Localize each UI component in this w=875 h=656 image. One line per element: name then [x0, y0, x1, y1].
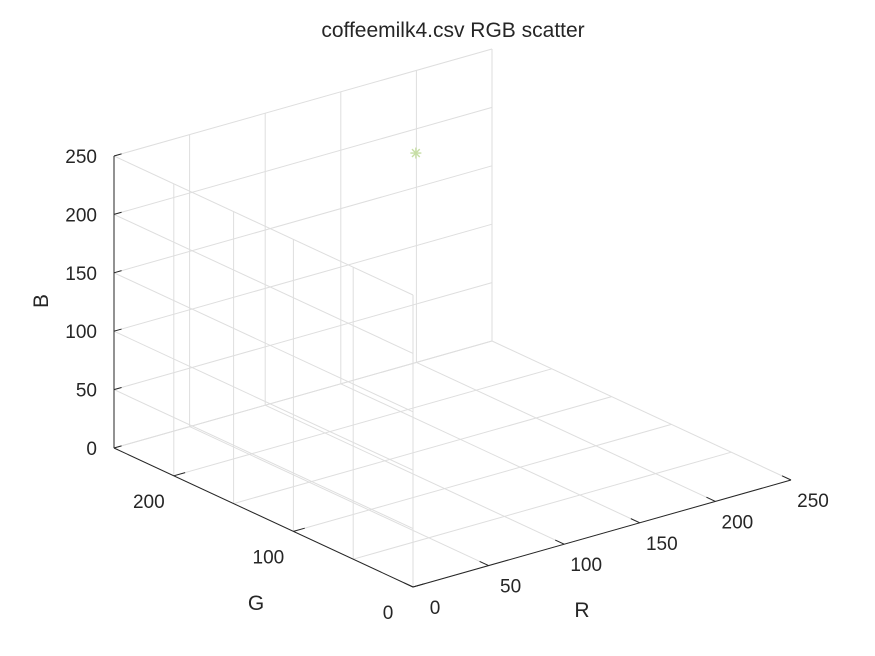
z-tick-label: 250 [65, 147, 97, 168]
z-tick-label: 200 [65, 205, 97, 226]
x-axis-line [412, 479, 792, 588]
z-tick [113, 211, 122, 215]
x-tick [630, 518, 641, 524]
x-tick [403, 582, 414, 588]
x-tick-label: 50 [500, 577, 521, 598]
grid-line [264, 404, 565, 545]
y-axis-label: G [248, 592, 264, 615]
x-tick-label: 250 [797, 491, 829, 512]
x-tick [479, 560, 489, 567]
y-tick [412, 583, 425, 588]
grid-line [293, 423, 672, 532]
y-tick [293, 527, 305, 532]
grid-line [113, 340, 493, 449]
z-tick-label: 150 [65, 264, 97, 285]
grid-line [113, 155, 414, 296]
z-tick [113, 270, 122, 274]
grid-lines [113, 48, 792, 588]
grid-line [113, 106, 493, 215]
data-points [410, 147, 422, 159]
grid-line [353, 451, 732, 560]
y-tick [173, 472, 186, 477]
chart-title: coffeemilk4.csv RGB scatter [321, 19, 585, 42]
tick-labels: 0 50 100 150 200 250 0 100 200 0 50 100 150 200 250 [65, 147, 829, 624]
z-tick-label: 0 [86, 439, 97, 460]
z-tick [113, 328, 122, 332]
z-tick [113, 445, 122, 449]
x-tick [555, 539, 565, 545]
y-tick-label: 0 [383, 603, 394, 624]
x-tick-label: 100 [570, 555, 602, 576]
z-tick [113, 153, 122, 157]
x-tick-label: 150 [646, 534, 678, 555]
grid-line [340, 383, 641, 524]
grid-line [113, 165, 493, 274]
z-tick [113, 386, 122, 391]
x-tick-label: 0 [430, 598, 441, 619]
y-axis-line [113, 447, 414, 588]
data-point [410, 147, 422, 159]
grid-line [173, 368, 552, 477]
x-tick-label: 200 [722, 512, 754, 533]
grid-line [189, 426, 489, 567]
grid-line [113, 330, 414, 471]
grid-line [113, 48, 493, 157]
grid-line [113, 213, 414, 354]
y-tick-label: 200 [133, 492, 165, 513]
x-tick [781, 475, 792, 481]
axes [113, 153, 792, 588]
grid-line [491, 340, 792, 481]
x-tick [706, 496, 716, 502]
y-tick-label: 100 [253, 547, 285, 568]
x-axis-label: R [574, 599, 589, 622]
z-tick-label: 100 [65, 322, 97, 343]
grid-line [416, 361, 716, 502]
grid-line [233, 396, 612, 505]
z-tick-label: 50 [76, 381, 97, 402]
grid-line [113, 223, 493, 332]
grid-line [113, 272, 414, 413]
grid-line [113, 389, 414, 530]
grid-line [113, 282, 493, 391]
z-axis-label: B [30, 294, 53, 308]
